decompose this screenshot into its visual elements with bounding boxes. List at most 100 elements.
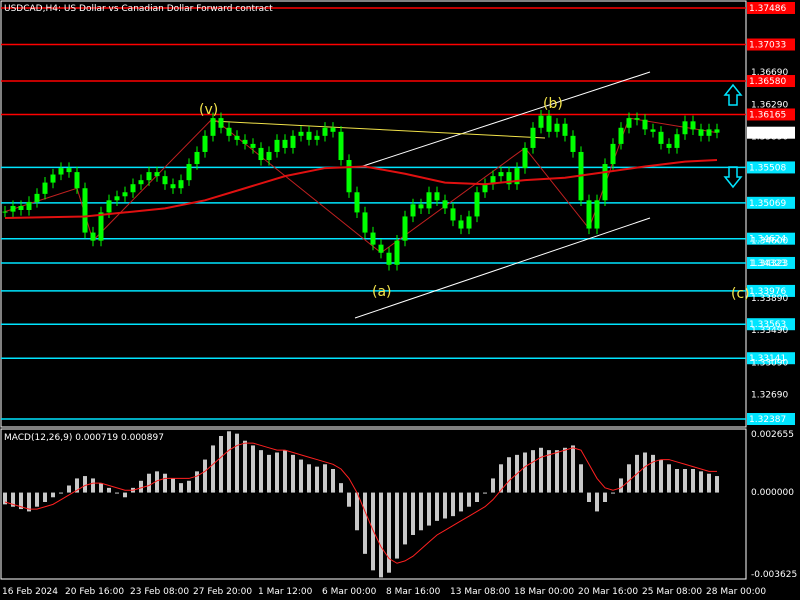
macd-signal-line [4, 442, 717, 564]
macd-bar [443, 492, 447, 519]
macd-bar [379, 492, 383, 578]
candle-body [362, 212, 368, 233]
candle-body [434, 192, 440, 201]
candle-body [346, 160, 352, 193]
candle-body [602, 164, 608, 201]
macd-bar [315, 466, 319, 493]
wave-label-v: (v) [199, 102, 218, 118]
macd-bar [611, 492, 615, 494]
candle-body [674, 134, 680, 148]
candle-body [290, 135, 296, 148]
time-tick-2: 23 Feb 08:00 [130, 587, 189, 597]
candle-body [706, 129, 712, 136]
cyan-level-label-6: 1.33141 [749, 354, 786, 364]
macd-bar [139, 480, 143, 493]
candle-body [562, 123, 568, 136]
macd-bar [643, 452, 647, 493]
macd-bar [75, 478, 79, 493]
chart-title: USDCAD,H4: US Dollar vs Canadian Dollar … [4, 4, 273, 14]
macd-title: MACD(12,26,9) 0.000719 0.000897 [4, 433, 164, 443]
macd-bar [459, 492, 463, 512]
macd-bar [571, 445, 575, 493]
red-level-box-3 [747, 108, 795, 121]
macd-bar [363, 492, 367, 554]
macd-bar [11, 492, 15, 507]
main-plot-frame [0, 0, 747, 428]
time-tick-0: 16 Feb 2024 [2, 587, 58, 597]
price-tick-3: 1.34600 [751, 237, 788, 247]
macd-bar [587, 492, 591, 502]
macd-bar [83, 476, 87, 493]
macd-bar [67, 485, 71, 493]
macd-bar [235, 433, 239, 493]
time-tick-1: 20 Feb 16:00 [65, 587, 124, 597]
macd-bar [107, 487, 111, 493]
macd-bar [483, 492, 487, 494]
candle-body [50, 174, 56, 183]
candle-body [490, 176, 496, 185]
macd-bar [211, 445, 215, 493]
candle-body [554, 123, 560, 132]
macd-bar [507, 457, 511, 493]
candle-body [90, 232, 96, 241]
candle-body [498, 172, 504, 177]
last-price-box [747, 126, 795, 139]
candle-body [42, 182, 48, 194]
down-arrow-icon [723, 166, 743, 189]
candle-body [450, 208, 456, 221]
candle-body [690, 121, 696, 130]
candle-body [426, 192, 432, 209]
macd-bar [179, 483, 183, 493]
wave-label-c: (c) [731, 286, 750, 302]
candle-body [162, 176, 168, 185]
candle-body [114, 196, 120, 201]
candle-body [250, 143, 256, 148]
candle-body [370, 232, 376, 245]
candle-body [522, 147, 528, 169]
time-tick-6: 8 Mar 16:00 [386, 587, 441, 597]
cyan-level-box-6 [747, 352, 795, 365]
cyan-level-box-7 [747, 413, 795, 425]
cyan-level-box-4 [747, 284, 795, 297]
candle-body [386, 252, 392, 265]
candle-body [666, 143, 672, 148]
macd-bar [331, 469, 335, 493]
time-tick-4: 1 Mar 12:00 [258, 587, 313, 597]
candle-body [418, 204, 424, 209]
macd-bar [259, 450, 263, 493]
macd-bar [683, 469, 687, 493]
candle-body [58, 168, 64, 175]
cyan-level-label-7: 1.32387 [749, 415, 786, 425]
time-tick-11: 28 Mar 00:00 [706, 587, 766, 597]
time-tick-3: 27 Feb 20:00 [193, 587, 252, 597]
candle-body [466, 216, 472, 229]
price-tick-8: 1.32690 [751, 391, 788, 401]
price-tick-7: 1.33090 [751, 358, 788, 368]
red-level-box-2 [747, 75, 795, 88]
macd-bar [387, 492, 391, 573]
candle-body [10, 205, 16, 212]
candle-body [218, 118, 224, 128]
up-arrow-icon [723, 83, 743, 106]
time-tick-9: 20 Mar 16:00 [578, 587, 638, 597]
macd-bar [275, 452, 279, 493]
candle-body [546, 115, 552, 132]
red-level-label-0: 1.37486 [749, 4, 786, 14]
macd-bar [371, 492, 375, 571]
candle-body [146, 172, 152, 181]
candle-body [154, 172, 160, 177]
candle-body [322, 127, 328, 136]
candle-body [258, 147, 264, 161]
time-axis-labels: 16 Feb 2024 20 Feb 16:00 23 Feb 08:00 27 Fe… [2, 587, 766, 597]
macd-bar [627, 464, 631, 493]
macd-bar [187, 480, 191, 493]
macd-bar [579, 464, 583, 493]
macd-bar [251, 445, 255, 493]
macd-bar [603, 492, 607, 502]
macd-bar [203, 459, 207, 493]
candle-body [642, 119, 648, 130]
macd-bar [51, 492, 55, 498]
macd-bar [619, 478, 623, 493]
macd-bar [35, 492, 39, 507]
